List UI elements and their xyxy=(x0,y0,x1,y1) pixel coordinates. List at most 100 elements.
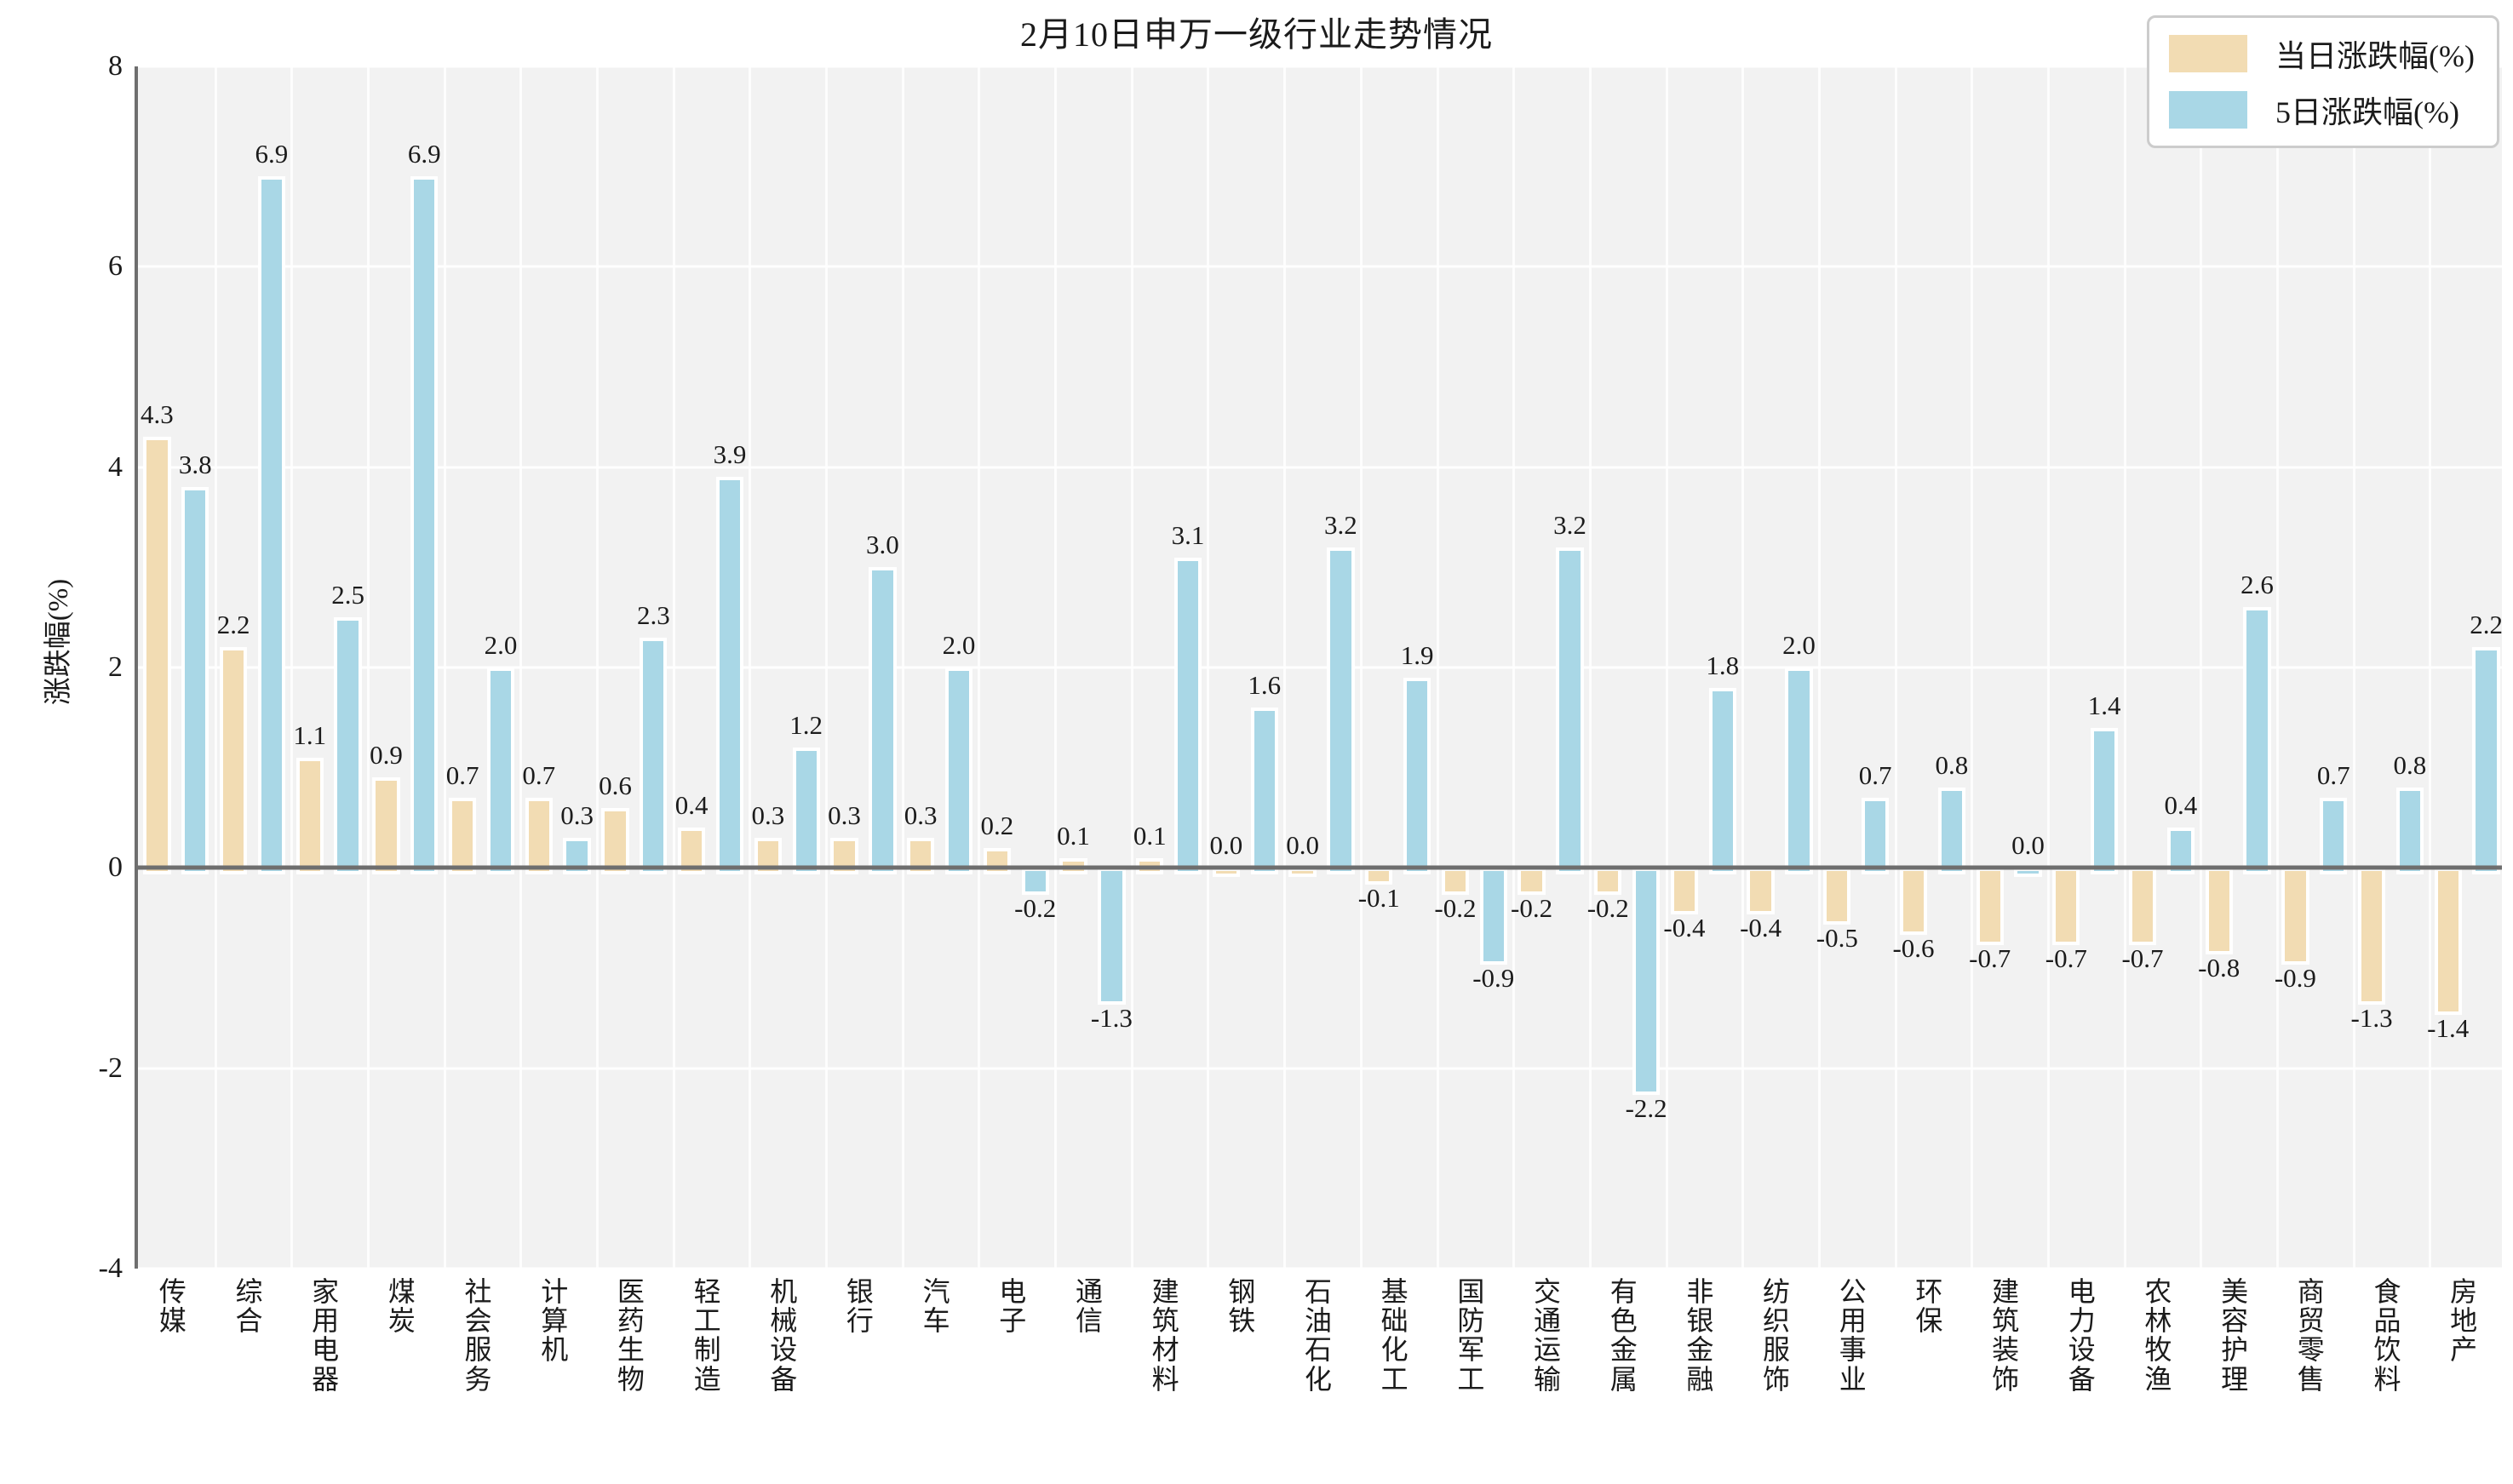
bar-group[interactable]: 0.1 3.1 xyxy=(1131,66,1208,1269)
bar[interactable] xyxy=(2320,797,2348,875)
bar-group[interactable]: -0.4 2.0 xyxy=(1740,66,1818,1269)
bar[interactable] xyxy=(1479,868,1507,965)
bar-group[interactable]: -0.5 0.7 xyxy=(1816,66,1895,1269)
bar[interactable] xyxy=(640,637,668,875)
legend-item-five-day[interactable]: 5日涨跌幅(%) xyxy=(2166,88,2475,132)
bar-value-label: 1.4 xyxy=(2087,690,2121,720)
x-tick-label: 钢铁 xyxy=(1228,1276,1256,1337)
bar[interactable] xyxy=(219,647,248,875)
bar-group[interactable]: -0.4 1.8 xyxy=(1663,66,1742,1269)
bar-slot: 1.4 xyxy=(2086,66,2124,1269)
bar[interactable] xyxy=(1747,868,1775,915)
bar[interactable] xyxy=(983,847,1011,875)
bar[interactable] xyxy=(372,777,400,875)
bar-group[interactable]: -0.7 1.4 xyxy=(2045,66,2124,1269)
bar-group[interactable]: 0.6 2.3 xyxy=(596,66,673,1269)
bar-group[interactable]: -1.3 0.8 xyxy=(2351,66,2430,1269)
x-gridline xyxy=(1741,66,1745,1269)
chart-legend[interactable]: 当日涨跌幅(%) 5日涨跌幅(%) xyxy=(2147,15,2499,148)
bar[interactable] xyxy=(2052,868,2080,945)
bar[interactable] xyxy=(1173,557,1202,875)
bar[interactable] xyxy=(295,757,324,875)
bar[interactable] xyxy=(869,567,897,875)
bar[interactable] xyxy=(1518,868,1546,895)
x-tick-label: 石油石化 xyxy=(1304,1276,1332,1395)
bar-value-label: -0.2 xyxy=(1511,892,1553,923)
bar[interactable] xyxy=(486,668,515,875)
bar-group[interactable]: 0.2 -0.2 xyxy=(978,66,1056,1269)
bar-group[interactable]: 0.3 3.0 xyxy=(825,66,902,1269)
bar-group[interactable]: -0.7 0.4 xyxy=(2121,66,2200,1269)
bar-group[interactable]: -0.2 3.2 xyxy=(1511,66,1589,1269)
bar[interactable] xyxy=(715,477,744,875)
bar[interactable] xyxy=(2128,868,2157,945)
bar[interactable] xyxy=(1632,868,1661,1096)
bar-group[interactable]: 0.0 3.2 xyxy=(1283,66,1360,1269)
bar-group[interactable]: 0.1 -1.3 xyxy=(1054,66,1133,1269)
bar-group[interactable]: 0.3 1.2 xyxy=(749,66,825,1269)
bar[interactable] xyxy=(2434,868,2462,1016)
bar-group[interactable]: -0.8 2.6 xyxy=(2198,66,2276,1269)
bar-group[interactable]: -1.4 2.2 xyxy=(2427,66,2505,1269)
bar[interactable] xyxy=(2472,647,2500,875)
bar[interactable] xyxy=(334,617,362,875)
bar-value-label: 3.9 xyxy=(713,439,747,470)
bar[interactable] xyxy=(2395,788,2424,875)
bar-group[interactable]: 0.7 0.3 xyxy=(519,66,596,1269)
bar[interactable] xyxy=(1670,868,1699,915)
bar[interactable] xyxy=(525,797,553,875)
bar[interactable] xyxy=(1556,547,1584,875)
bar[interactable] xyxy=(1708,687,1736,875)
bar[interactable] xyxy=(1250,708,1278,875)
bar[interactable] xyxy=(410,176,439,875)
bar[interactable] xyxy=(601,807,629,875)
bar[interactable] xyxy=(143,437,171,875)
bar[interactable] xyxy=(1976,868,2004,945)
bar[interactable] xyxy=(1862,797,1890,875)
bar-group[interactable]: 4.3 3.8 xyxy=(138,66,215,1269)
chart-title: 2月10日申万一级行业走势情况 xyxy=(1020,15,1493,54)
bar[interactable] xyxy=(1021,868,1049,895)
bar-group[interactable]: 0.7 2.0 xyxy=(444,66,520,1269)
bar[interactable] xyxy=(2205,868,2233,955)
bar-slot: -0.2 xyxy=(1014,66,1056,1269)
bar-group[interactable]: -0.7 0.0 xyxy=(1969,66,2047,1269)
bar[interactable] xyxy=(257,176,286,875)
bar-group[interactable]: -0.6 0.8 xyxy=(1892,66,1971,1269)
bar-group[interactable]: -0.9 0.7 xyxy=(2275,66,2353,1269)
bar[interactable] xyxy=(1823,868,1851,925)
bar-group[interactable]: 0.9 6.9 xyxy=(367,66,444,1269)
x-gridline xyxy=(519,66,523,1269)
bar[interactable] xyxy=(1098,868,1126,1006)
bar[interactable] xyxy=(1594,868,1622,895)
bar-group[interactable]: 0.0 1.6 xyxy=(1207,66,1283,1269)
bar-group[interactable]: -0.1 1.9 xyxy=(1358,66,1437,1269)
bar[interactable] xyxy=(1441,868,1470,895)
bar[interactable] xyxy=(1327,547,1355,875)
bar[interactable] xyxy=(2357,868,2386,1006)
x-gridline xyxy=(1817,66,1821,1269)
bar[interactable] xyxy=(2281,868,2309,965)
x-gridline xyxy=(2429,66,2432,1269)
bar-group[interactable]: -0.2 -2.2 xyxy=(1587,66,1667,1269)
bar[interactable] xyxy=(944,668,973,875)
bar[interactable] xyxy=(181,487,209,875)
bar-group[interactable]: 0.4 3.9 xyxy=(673,66,749,1269)
bar[interactable] xyxy=(1937,788,1965,875)
legend-item-current-day[interactable]: 当日涨跌幅(%) xyxy=(2166,32,2475,76)
bar-value-label: 2.0 xyxy=(942,630,976,660)
bar[interactable] xyxy=(1899,868,1928,935)
y-gridline xyxy=(138,666,2502,669)
bar[interactable] xyxy=(1785,668,1813,875)
bar-group[interactable]: 1.1 2.5 xyxy=(290,66,367,1269)
bar[interactable] xyxy=(448,797,477,875)
bar-group[interactable]: -0.2 -0.9 xyxy=(1434,66,1514,1269)
bar[interactable] xyxy=(2243,607,2271,875)
bar[interactable] xyxy=(1403,677,1431,875)
bar-group[interactable]: 2.2 6.9 xyxy=(215,66,291,1269)
bar-slot: 2.2 xyxy=(215,66,253,1269)
bar[interactable] xyxy=(792,748,820,875)
bar-group[interactable]: 0.3 2.0 xyxy=(902,66,978,1269)
bar-slot: -0.5 xyxy=(1816,66,1858,1269)
bar[interactable] xyxy=(2091,727,2119,875)
